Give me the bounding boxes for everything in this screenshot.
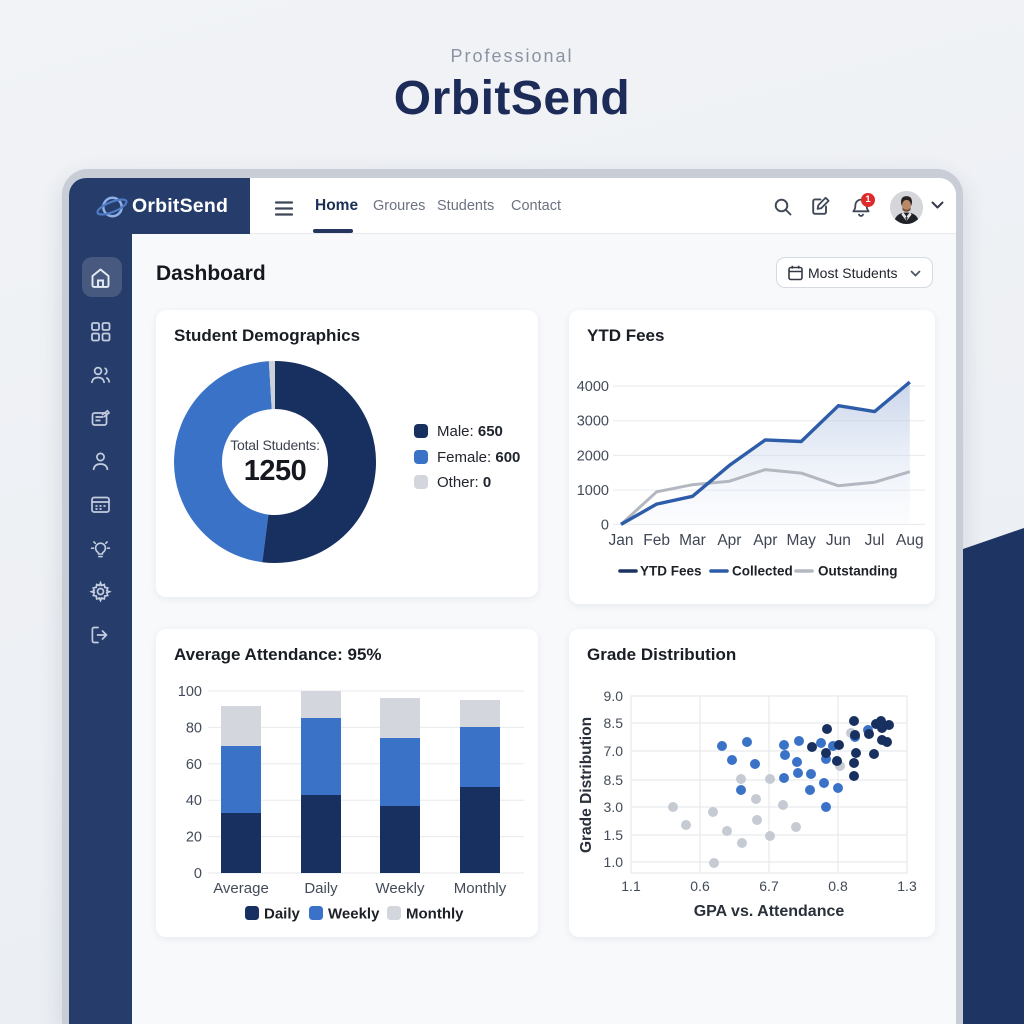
- svg-text:1000: 1000: [577, 483, 609, 499]
- svg-text:1.1: 1.1: [621, 878, 641, 894]
- svg-text:Weekly: Weekly: [376, 880, 425, 897]
- svg-text:0.6: 0.6: [690, 878, 710, 894]
- svg-text:100: 100: [178, 684, 202, 700]
- svg-text:Monthly: Monthly: [406, 906, 464, 923]
- svg-text:GPA vs. Attendance: GPA vs. Attendance: [694, 903, 845, 920]
- svg-text:40: 40: [186, 793, 202, 809]
- svg-text:3.0: 3.0: [604, 799, 624, 815]
- svg-text:2000: 2000: [577, 448, 609, 464]
- svg-text:May: May: [787, 532, 817, 549]
- svg-text:9.0: 9.0: [604, 688, 624, 704]
- svg-text:1.3: 1.3: [897, 878, 917, 894]
- svg-text:0: 0: [194, 866, 202, 882]
- svg-text:Average: Average: [213, 880, 269, 897]
- svg-text:8.5: 8.5: [604, 772, 624, 788]
- svg-text:Feb: Feb: [643, 532, 670, 549]
- svg-text:Jul: Jul: [865, 532, 885, 549]
- svg-text:7.0: 7.0: [604, 743, 624, 759]
- svg-text:1.0: 1.0: [604, 854, 624, 870]
- svg-text:Aug: Aug: [896, 532, 924, 549]
- svg-text:YTD Fees: YTD Fees: [640, 564, 702, 579]
- svg-text:Daily: Daily: [304, 880, 338, 897]
- svg-text:1.5: 1.5: [604, 827, 624, 843]
- svg-text:Collected: Collected: [732, 564, 793, 579]
- svg-text:Mar: Mar: [679, 532, 706, 549]
- svg-text:Apr: Apr: [753, 532, 777, 549]
- svg-text:6.7: 6.7: [759, 878, 779, 894]
- svg-text:Monthly: Monthly: [454, 880, 507, 897]
- svg-text:Outstanding: Outstanding: [818, 564, 898, 579]
- svg-text:8.5: 8.5: [604, 715, 624, 731]
- svg-text:80: 80: [186, 720, 202, 736]
- svg-text:3000: 3000: [577, 414, 609, 430]
- svg-text:20: 20: [186, 830, 202, 846]
- svg-text:0: 0: [601, 517, 609, 533]
- svg-text:Apr: Apr: [717, 532, 741, 549]
- svg-text:0.8: 0.8: [828, 878, 848, 894]
- svg-text:Grade Distribution: Grade Distribution: [578, 717, 595, 853]
- svg-text:Jan: Jan: [609, 532, 634, 549]
- svg-text:Jun: Jun: [826, 532, 851, 549]
- svg-text:Daily: Daily: [264, 906, 301, 923]
- svg-text:60: 60: [186, 757, 202, 773]
- svg-text:4000: 4000: [577, 379, 609, 395]
- svg-text:Weekly: Weekly: [328, 906, 380, 923]
